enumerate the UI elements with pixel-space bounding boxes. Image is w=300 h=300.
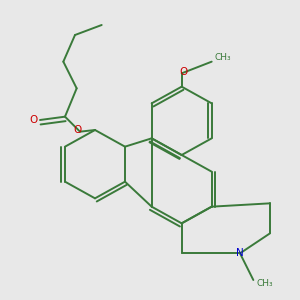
Text: CH₃: CH₃ bbox=[256, 278, 273, 287]
Text: O: O bbox=[179, 67, 187, 77]
Text: CH₃: CH₃ bbox=[215, 53, 231, 62]
Text: O: O bbox=[73, 125, 81, 135]
Text: N: N bbox=[236, 248, 244, 258]
Text: O: O bbox=[30, 115, 38, 125]
